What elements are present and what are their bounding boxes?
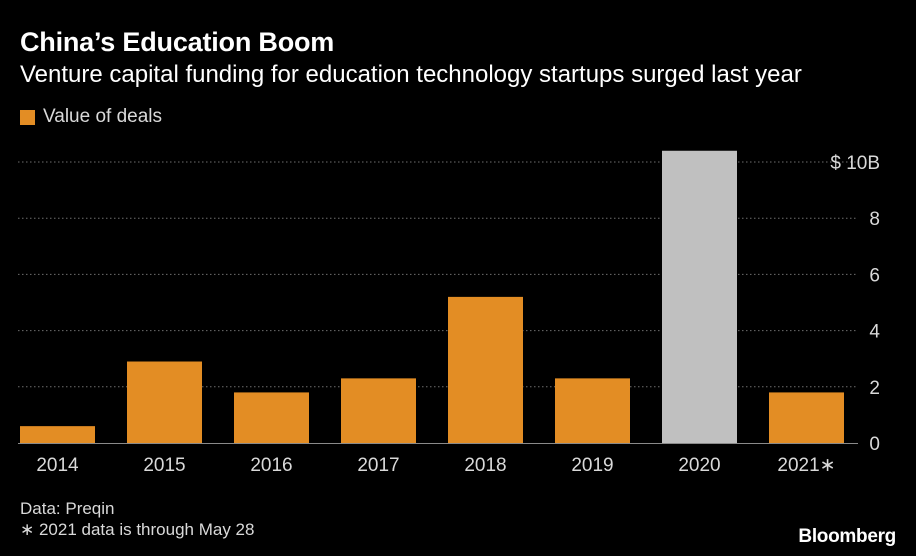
legend-label: Value of deals <box>43 106 163 127</box>
bar-2020 <box>662 150 737 443</box>
bar-2015 <box>127 361 202 443</box>
y-tick-label-2: 2 <box>869 378 880 399</box>
y-tick-label-10: $ 10B <box>830 153 880 174</box>
bar-2014 <box>20 426 95 443</box>
x-tick-label-2021: 2021∗ <box>777 455 835 476</box>
legend: Value of deals <box>20 106 162 128</box>
x-tick-label-2016: 2016 <box>250 455 292 476</box>
legend-swatch <box>20 109 35 125</box>
bar-2021 <box>769 392 844 443</box>
bar-2019 <box>555 378 630 443</box>
y-tick-label-8: 8 <box>869 209 880 230</box>
y-tick-label-6: 6 <box>869 265 880 286</box>
chart-title: China’s Education Boom <box>20 27 335 57</box>
x-tick-label-2017: 2017 <box>357 455 399 476</box>
bar-2016 <box>234 392 309 443</box>
bar-2018 <box>448 296 523 443</box>
chart-subtitle: Venture capital funding for education te… <box>20 61 802 88</box>
y-tick-label-0: 0 <box>869 434 880 455</box>
y-tick-label-4: 4 <box>869 322 880 343</box>
x-tick-label-2019: 2019 <box>571 455 613 476</box>
bar-2017 <box>341 378 416 443</box>
footnote: ∗ 2021 data is through May 28 <box>20 520 255 539</box>
x-tick-label-2015: 2015 <box>143 455 185 476</box>
x-tick-label-2018: 2018 <box>464 455 506 476</box>
x-tick-label-2020: 2020 <box>678 455 720 476</box>
bloomberg-logo: Bloomberg <box>798 526 896 547</box>
x-tick-label-2014: 2014 <box>36 455 79 476</box>
source-note: Data: Preqin <box>20 499 115 518</box>
